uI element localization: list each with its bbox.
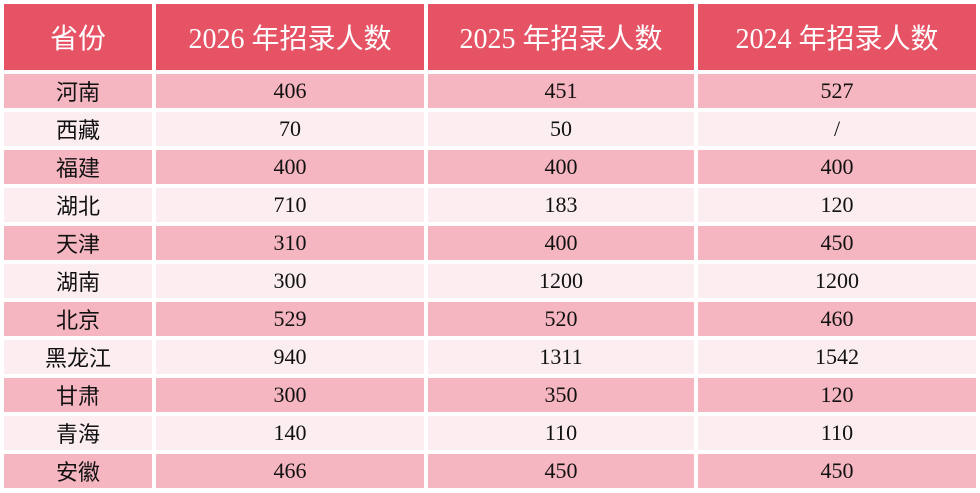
cell-2024: 460 <box>698 302 976 336</box>
cell-2026: 300 <box>156 264 424 298</box>
table-row: 甘肃 300 350 120 <box>4 378 976 412</box>
cell-2026: 300 <box>156 378 424 412</box>
table-row: 天津 310 400 450 <box>4 226 976 260</box>
cell-province: 天津 <box>4 226 152 260</box>
cell-province: 青海 <box>4 416 152 450</box>
cell-2024: 1200 <box>698 264 976 298</box>
cell-2025: 1200 <box>428 264 694 298</box>
cell-2026: 466 <box>156 454 424 488</box>
cell-2026: 710 <box>156 188 424 222</box>
cell-2025: 450 <box>428 454 694 488</box>
cell-2024: 1542 <box>698 340 976 374</box>
cell-2025: 400 <box>428 226 694 260</box>
cell-2024: 120 <box>698 188 976 222</box>
cell-2024: 450 <box>698 226 976 260</box>
cell-2025: 183 <box>428 188 694 222</box>
cell-2024: 450 <box>698 454 976 488</box>
cell-province: 安徽 <box>4 454 152 488</box>
table-row: 安徽 466 450 450 <box>4 454 976 488</box>
cell-province: 湖北 <box>4 188 152 222</box>
cell-2024: 110 <box>698 416 976 450</box>
table-body: 河南 406 451 527 西藏 70 50 / 福建 400 400 400… <box>4 74 976 488</box>
cell-2024: 400 <box>698 150 976 184</box>
cell-province: 河南 <box>4 74 152 108</box>
cell-province: 北京 <box>4 302 152 336</box>
cell-province: 福建 <box>4 150 152 184</box>
cell-2025: 110 <box>428 416 694 450</box>
cell-2024: 120 <box>698 378 976 412</box>
table-row: 青海 140 110 110 <box>4 416 976 450</box>
cell-2026: 406 <box>156 74 424 108</box>
table-row: 黑龙江 940 1311 1542 <box>4 340 976 374</box>
cell-2025: 1311 <box>428 340 694 374</box>
cell-2025: 520 <box>428 302 694 336</box>
header-cell-2024: 2024 年招录人数 <box>698 4 976 70</box>
cell-2025: 400 <box>428 150 694 184</box>
table-header: 省份 2026 年招录人数 2025 年招录人数 2024 年招录人数 <box>4 4 976 70</box>
header-row: 省份 2026 年招录人数 2025 年招录人数 2024 年招录人数 <box>4 4 976 70</box>
header-cell-2025: 2025 年招录人数 <box>428 4 694 70</box>
cell-2025: 350 <box>428 378 694 412</box>
cell-2026: 310 <box>156 226 424 260</box>
cell-2024: 527 <box>698 74 976 108</box>
cell-province: 甘肃 <box>4 378 152 412</box>
table-row: 河南 406 451 527 <box>4 74 976 108</box>
cell-2026: 70 <box>156 112 424 146</box>
cell-2024: / <box>698 112 976 146</box>
cell-province: 黑龙江 <box>4 340 152 374</box>
cell-2026: 529 <box>156 302 424 336</box>
cell-province: 西藏 <box>4 112 152 146</box>
header-cell-province: 省份 <box>4 4 152 70</box>
table-row: 湖南 300 1200 1200 <box>4 264 976 298</box>
table-row: 西藏 70 50 / <box>4 112 976 146</box>
cell-2026: 140 <box>156 416 424 450</box>
cell-2025: 50 <box>428 112 694 146</box>
cell-2026: 400 <box>156 150 424 184</box>
header-cell-2026: 2026 年招录人数 <box>156 4 424 70</box>
table-row: 湖北 710 183 120 <box>4 188 976 222</box>
cell-province: 湖南 <box>4 264 152 298</box>
cell-2025: 451 <box>428 74 694 108</box>
cell-2026: 940 <box>156 340 424 374</box>
table-row: 北京 529 520 460 <box>4 302 976 336</box>
table-row: 福建 400 400 400 <box>4 150 976 184</box>
